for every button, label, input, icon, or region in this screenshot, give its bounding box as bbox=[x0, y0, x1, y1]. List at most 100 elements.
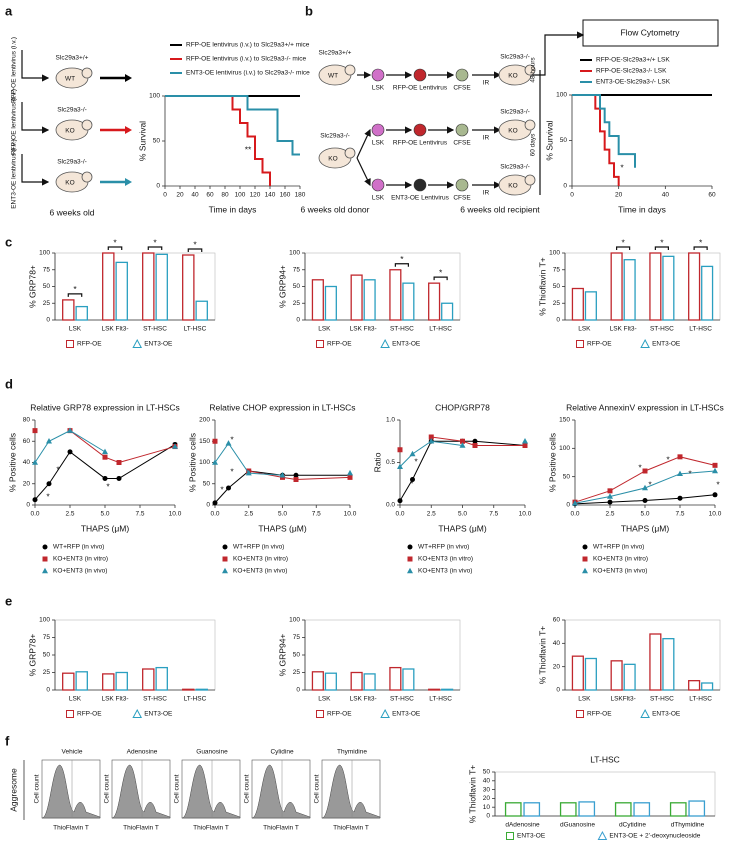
marker bbox=[397, 447, 403, 453]
series-line bbox=[431, 436, 525, 446]
bar bbox=[102, 252, 115, 321]
bar bbox=[584, 291, 597, 321]
bar bbox=[195, 300, 208, 321]
panel-label: c bbox=[5, 234, 12, 249]
series-line bbox=[399, 440, 526, 502]
bar bbox=[102, 673, 115, 691]
x-tick-label: LSK Flt3- bbox=[350, 696, 377, 703]
x-tick-label: 120 bbox=[250, 192, 261, 199]
legend-label: RFP-OE bbox=[77, 341, 102, 348]
bar bbox=[115, 261, 128, 321]
legend-label: RFP-OE bbox=[327, 341, 352, 348]
donor-age: 6 weeks old donor bbox=[301, 204, 370, 214]
x-tick-label: 20 bbox=[176, 192, 184, 199]
y-axis-label: % Thioflavin T+ bbox=[537, 626, 547, 685]
arrow-head bbox=[125, 74, 132, 82]
y-axis-label: % Thioflavin T+ bbox=[467, 765, 477, 824]
legend-swatch bbox=[597, 830, 608, 840]
y-tick-label: 0 bbox=[296, 687, 300, 694]
legend-label: KO+ENT3 (in vivo) bbox=[418, 568, 472, 575]
histogram bbox=[321, 764, 381, 819]
y-tick-label: 25 bbox=[293, 300, 301, 307]
x-tick-label: LSK bbox=[318, 696, 331, 703]
genotype: Slc29a3-/- bbox=[57, 107, 87, 114]
significance: * bbox=[621, 237, 625, 247]
genotype: Slc29a3-/- bbox=[500, 164, 530, 171]
y-tick-label: 50 bbox=[43, 283, 51, 290]
y-tick-label: 25 bbox=[43, 300, 51, 307]
y-tick-label: 50 bbox=[153, 138, 161, 145]
bar bbox=[142, 668, 155, 691]
x-tick-label: 5.0 bbox=[458, 511, 467, 518]
chart-title: LT-HSC bbox=[590, 754, 620, 764]
timepoint: 60 days bbox=[530, 133, 537, 157]
chart-title: CHOP/GRP78 bbox=[435, 402, 490, 412]
x-tick-label: 10.0 bbox=[709, 511, 722, 518]
marker bbox=[225, 440, 232, 446]
row-label: Aggresome bbox=[8, 768, 18, 812]
y-axis-label: % GRP78+ bbox=[27, 265, 37, 308]
arrow bbox=[356, 128, 371, 159]
annotation: * bbox=[56, 464, 60, 474]
legend-label: RFP-OE-Slc29a3+/+ LSK bbox=[596, 57, 670, 64]
significance-bracket bbox=[654, 246, 669, 250]
step-label: LSK bbox=[372, 85, 385, 92]
marker bbox=[347, 469, 353, 476]
legend-label: ENT3-OE bbox=[144, 341, 173, 348]
legend-swatch bbox=[640, 338, 650, 348]
y-tick-label: 0 bbox=[486, 813, 490, 820]
step-label: ENT3-OE Lentivirus bbox=[391, 195, 450, 202]
legend-swatch bbox=[42, 556, 48, 562]
x-tick-label: 80 bbox=[221, 192, 229, 199]
bar bbox=[62, 299, 75, 321]
age-label: 6 weeks old bbox=[50, 207, 95, 217]
legend-swatch bbox=[316, 340, 324, 348]
x-tick-label: LSK Flt3- bbox=[350, 326, 377, 333]
mouse-label: KO bbox=[328, 156, 337, 163]
legend-swatch bbox=[222, 556, 228, 562]
y-tick-label: 50 bbox=[293, 283, 301, 290]
marker bbox=[522, 438, 528, 444]
x-tick-label: LT-HSC bbox=[689, 696, 712, 703]
y-tick-label: 20 bbox=[553, 663, 561, 670]
x-tick-label: 5.0 bbox=[100, 511, 109, 518]
significance: * bbox=[660, 237, 664, 247]
annotation: * bbox=[620, 162, 624, 172]
legend-swatch bbox=[132, 338, 143, 348]
legend-label: RFP-OE bbox=[587, 711, 612, 718]
bar bbox=[363, 279, 376, 321]
bar bbox=[559, 802, 577, 817]
series-line bbox=[69, 430, 176, 464]
x-tick-label: LSK Flt3- bbox=[610, 326, 637, 333]
x-tick-label: 0 bbox=[163, 192, 167, 199]
y-axis-label: % Survival bbox=[137, 121, 147, 161]
x-tick-label: LSKFlt3- bbox=[610, 696, 635, 703]
significance: * bbox=[439, 267, 443, 277]
x-tick-label: LSK Flt3- bbox=[101, 696, 128, 703]
y-axis-label: % GRP78+ bbox=[27, 634, 37, 677]
legend-label: WT+RFP (in vivo) bbox=[233, 544, 284, 551]
x-tick-label: LSK bbox=[69, 326, 82, 333]
x-tick-label: 0.0 bbox=[395, 511, 404, 518]
bar bbox=[633, 802, 651, 817]
arrow-head bbox=[125, 178, 132, 186]
bar bbox=[649, 252, 662, 321]
cell bbox=[413, 178, 427, 192]
genotype: Slc29a3-/- bbox=[320, 133, 350, 140]
y-tick-label: 40 bbox=[483, 778, 491, 785]
histogram bbox=[251, 764, 311, 819]
legend-swatch bbox=[582, 567, 588, 574]
x-tick-label: 7.5 bbox=[135, 511, 144, 518]
chart-title: Relative GRP78 expression in LT-HSCs bbox=[30, 402, 180, 412]
cell bbox=[371, 178, 385, 192]
mouse-label: WT bbox=[328, 73, 338, 80]
series-line bbox=[34, 444, 176, 501]
cell bbox=[455, 123, 469, 137]
bar bbox=[610, 660, 623, 691]
x-tick-label: dAdenosine bbox=[505, 822, 540, 829]
chart-title: Relative AnnexinV expression in LT-HSCs bbox=[566, 402, 724, 412]
series-line bbox=[165, 95, 271, 186]
marker bbox=[172, 443, 178, 449]
bar bbox=[402, 282, 415, 321]
